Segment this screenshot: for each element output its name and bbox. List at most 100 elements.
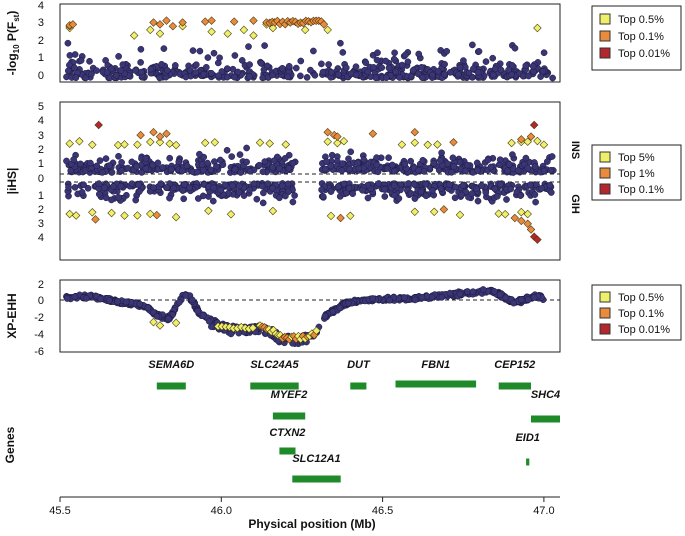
snp-point	[115, 194, 122, 201]
snp-point	[325, 61, 332, 68]
outlier-point	[226, 210, 236, 219]
genes-label: Genes	[3, 426, 17, 463]
outlier-point	[149, 127, 158, 137]
snp-point	[67, 167, 75, 175]
snp-point	[411, 195, 419, 202]
snp-point	[128, 180, 136, 188]
snp-point	[166, 154, 174, 162]
outlier-point	[533, 23, 542, 33]
outlier-point	[526, 225, 536, 234]
snp-point	[526, 181, 534, 189]
snp-point	[391, 49, 398, 57]
snp-point	[71, 184, 79, 191]
ihs-ytick-label: 4	[38, 115, 44, 127]
legend-swatch-level3	[599, 323, 611, 335]
snp-point	[153, 312, 161, 320]
snp-point	[543, 158, 551, 165]
snp-point	[137, 68, 145, 76]
panel-fst-yticks: 0 1 2 3 4	[38, 0, 44, 82]
snp-point	[392, 68, 399, 76]
snp-point	[175, 298, 183, 306]
snp-point	[422, 180, 430, 188]
snp-point	[491, 185, 499, 193]
outlier-point	[88, 208, 97, 217]
ihs-ytick-label: 1	[38, 190, 44, 202]
snp-point	[199, 312, 207, 319]
ihs-ytick-label: 3	[38, 218, 44, 230]
outlier-point	[168, 21, 178, 31]
fst-ytick-label: 1	[38, 52, 44, 64]
outlier-point	[449, 138, 458, 147]
panel-xpehh: 2 0 -2 -4 -6 XP-EHH	[5, 279, 561, 358]
snp-point	[282, 192, 289, 200]
x-tick-label: 46.0	[211, 505, 232, 517]
outlier-point	[507, 138, 516, 148]
snp-point	[158, 60, 165, 68]
outlier-point	[539, 140, 549, 149]
snp-point	[80, 181, 87, 189]
snp-point	[154, 159, 162, 167]
snp-point	[462, 167, 469, 175]
snp-point	[72, 74, 80, 82]
gene-label: SHC4	[531, 389, 560, 401]
snp-point	[456, 290, 464, 298]
snp-point	[223, 73, 231, 81]
outlier-point	[529, 120, 539, 130]
outlier-point	[368, 129, 378, 138]
snp-point	[390, 182, 398, 189]
outlier-point	[255, 138, 265, 147]
snp-point	[108, 169, 116, 176]
snp-point	[245, 43, 252, 50]
snp-point	[448, 168, 455, 176]
snp-point	[540, 167, 548, 175]
snp-point	[352, 71, 360, 79]
snp-point	[103, 69, 111, 76]
snp-point	[479, 286, 487, 293]
outlier-point	[200, 17, 210, 26]
outlier-point	[171, 318, 181, 328]
snp-point	[443, 47, 451, 55]
snp-point	[382, 57, 390, 65]
snp-point	[417, 188, 425, 196]
outlier-point	[248, 323, 258, 333]
outlier-point	[397, 140, 407, 149]
x-tick-label: 47.0	[533, 505, 554, 517]
outlier-point	[129, 31, 139, 40]
snp-point	[362, 59, 370, 67]
snp-point	[291, 192, 298, 199]
snp-point	[188, 296, 196, 304]
snp-point	[328, 68, 335, 76]
outlier-point	[523, 209, 532, 219]
snp-point	[196, 150, 203, 158]
outlier-point	[533, 235, 542, 244]
fst-ylabel: -log10 P(Fst)	[5, 11, 21, 76]
snp-point	[157, 180, 165, 188]
snp-point	[243, 158, 250, 166]
legend-swatch-level1	[599, 13, 611, 25]
snp-point	[178, 167, 186, 175]
snp-point	[446, 69, 454, 76]
outlier-point	[300, 25, 310, 35]
snp-point	[310, 47, 317, 55]
snp-point	[382, 74, 390, 82]
outlier-point	[333, 132, 342, 141]
snp-point	[337, 39, 344, 47]
snp-point	[318, 60, 325, 68]
outlier-point	[333, 138, 342, 148]
xpehh-ytick-label: -2	[34, 312, 44, 324]
snp-point	[418, 64, 425, 71]
snp-point	[373, 56, 381, 64]
snp-point	[102, 155, 110, 162]
snp-point	[150, 184, 157, 191]
snp-point	[531, 163, 539, 170]
outlier-point	[323, 25, 332, 35]
snp-point	[438, 293, 446, 301]
snp-point	[318, 186, 325, 194]
snp-point	[199, 166, 207, 174]
snp-point	[369, 295, 377, 302]
snp-point	[281, 154, 289, 162]
snp-point	[381, 193, 389, 200]
snp-point	[455, 71, 462, 78]
snp-point	[386, 296, 393, 304]
snp-point	[354, 159, 362, 167]
